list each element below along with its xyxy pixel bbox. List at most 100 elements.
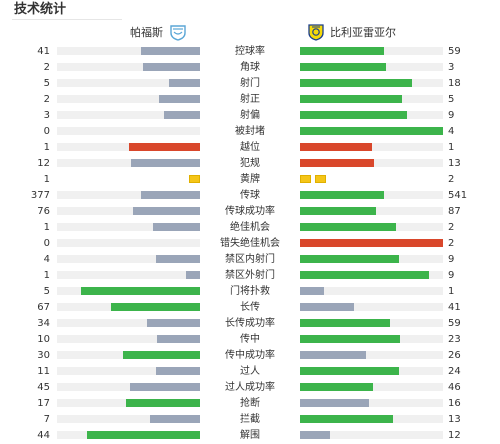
away-stat-value: 5 <box>448 94 455 105</box>
home-bar-track <box>57 399 200 407</box>
home-bar-track <box>57 63 200 71</box>
away-bar-track <box>300 431 443 439</box>
home-stat-value: 11 <box>37 366 50 377</box>
yellow-card-icon <box>189 175 200 183</box>
away-stat-value: 24 <box>448 366 461 377</box>
away-bar-track <box>300 143 443 151</box>
away-bar-track <box>300 111 443 119</box>
home-stat-value: 5 <box>43 286 50 297</box>
home-bar-track <box>57 319 200 327</box>
stat-label: 过人 <box>240 366 260 377</box>
home-bar <box>129 383 200 391</box>
stat-label: 长传 <box>240 302 260 313</box>
home-stat-value: 0 <box>43 126 50 137</box>
home-bar <box>155 367 200 375</box>
away-bar <box>300 191 385 199</box>
away-stat-value: 2 <box>448 222 455 233</box>
away-stat-value: 541 <box>448 190 468 201</box>
pafos-crest-icon <box>170 25 186 41</box>
stat-row: 0 错失绝佳机会 2 <box>0 236 500 252</box>
home-stat-value: 34 <box>37 318 50 329</box>
stats-list: 41 控球率 59 2 角球 3 5 射门 18 2 射正 5 3 射偏 9 0 被封堵 4 1 越位 1 12 犯规 13 1… <box>0 44 500 444</box>
home-bar <box>155 255 200 263</box>
stat-label: 抢断 <box>240 398 260 409</box>
home-bar <box>152 223 200 231</box>
home-bar <box>128 143 200 151</box>
home-bar-track <box>57 383 200 391</box>
stat-row: 76 传球成功率 87 <box>0 204 500 220</box>
away-bar <box>300 335 401 343</box>
away-bar-track <box>300 127 443 135</box>
stat-label: 控球率 <box>235 46 265 57</box>
home-stat-value: 0 <box>43 238 50 249</box>
stat-row: 1 越位 1 <box>0 140 500 156</box>
stat-row: 30 传中成功率 26 <box>0 348 500 364</box>
stat-row: 0 被封堵 4 <box>0 124 500 140</box>
away-bar <box>300 79 412 87</box>
home-bar-track <box>57 271 200 279</box>
away-stat-value: 13 <box>448 158 461 169</box>
stat-label: 射偏 <box>240 110 260 121</box>
home-bar <box>185 271 200 279</box>
away-bar <box>300 399 369 407</box>
away-bar-track <box>300 207 443 215</box>
home-stat-value: 1 <box>43 174 50 185</box>
home-bar-track <box>57 335 200 343</box>
home-bar <box>158 95 200 103</box>
page-title: 技术统计 <box>14 2 67 17</box>
stat-row: 12 犯规 13 <box>0 156 500 172</box>
home-bar <box>157 335 200 343</box>
home-bar-track <box>57 351 200 359</box>
away-bar-track <box>300 159 443 167</box>
away-bar <box>300 159 375 167</box>
away-bar <box>300 415 393 423</box>
away-stat-value: 3 <box>448 62 455 73</box>
stat-row: 377 传球 541 <box>0 188 500 204</box>
away-bar <box>300 143 372 151</box>
home-bar-track <box>57 79 200 87</box>
home-bar <box>147 319 200 327</box>
home-bar-track <box>57 415 200 423</box>
away-stat-value: 23 <box>448 334 461 345</box>
stat-label: 错失绝佳机会 <box>220 238 280 249</box>
away-stat-value: 87 <box>448 206 461 217</box>
home-bar <box>111 303 200 311</box>
stat-row: 5 门将扑救 1 <box>0 284 500 300</box>
home-bar <box>87 431 200 439</box>
away-bar <box>300 111 408 119</box>
home-stat-value: 17 <box>37 398 50 409</box>
away-bar-track <box>300 223 443 231</box>
home-bar-track <box>57 367 200 375</box>
away-stat-value: 16 <box>448 398 461 409</box>
home-bar <box>168 79 200 87</box>
away-bar-track <box>300 367 443 375</box>
title-divider <box>12 19 122 20</box>
away-stat-value: 1 <box>448 142 455 153</box>
away-yellow-cards <box>300 175 326 184</box>
home-stat-value: 5 <box>43 78 50 89</box>
away-team-header[interactable]: 比利亚雷亚尔 <box>307 22 396 42</box>
away-bar <box>300 287 325 295</box>
away-stat-value: 18 <box>448 78 461 89</box>
away-bar <box>300 127 443 135</box>
stat-label: 长传成功率 <box>225 318 275 329</box>
home-team-name: 帕福斯 <box>130 26 163 39</box>
away-bar <box>300 383 373 391</box>
home-bar-track <box>57 431 200 439</box>
away-stat-value: 9 <box>448 254 455 265</box>
stat-row: 7 拦截 13 <box>0 412 500 428</box>
home-stat-value: 12 <box>37 158 50 169</box>
away-bar-track <box>300 399 443 407</box>
away-bar-track <box>300 79 443 87</box>
home-bar <box>149 415 200 423</box>
home-stat-value: 45 <box>37 382 50 393</box>
away-bar-track <box>300 351 443 359</box>
away-bar-track <box>300 255 443 263</box>
home-team-header[interactable]: 帕福斯 <box>130 22 187 42</box>
away-stat-value: 4 <box>448 126 455 137</box>
away-bar-track <box>300 239 443 247</box>
stat-label: 传中成功率 <box>225 350 275 361</box>
yellow-card-icon <box>315 175 326 183</box>
yellow-card-icon <box>300 175 311 183</box>
away-bar-track <box>300 319 443 327</box>
